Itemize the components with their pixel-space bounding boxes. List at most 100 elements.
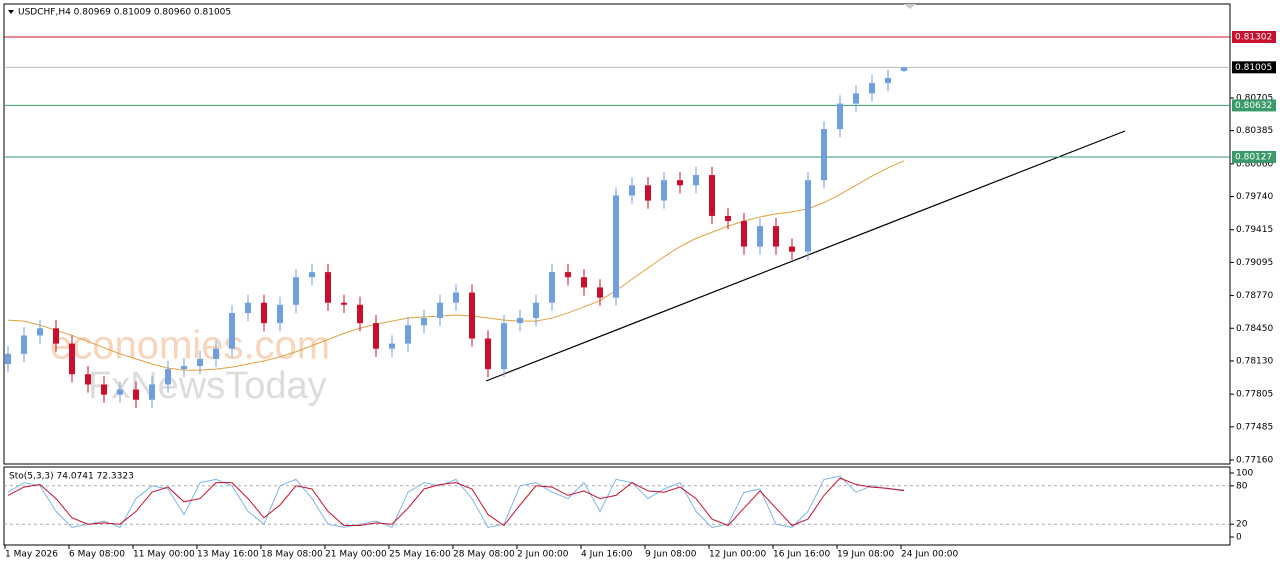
candle-body <box>373 323 379 349</box>
y-tick-label: 0.80385 <box>1236 126 1273 136</box>
x-tick-label: 19 Jun 08:00 <box>837 550 894 560</box>
candle-body <box>805 180 811 252</box>
candle-body <box>101 384 107 395</box>
y-tick-label: 0.80705 <box>1236 93 1273 103</box>
candle-body <box>597 287 603 298</box>
level-label: 0.81302 <box>1235 32 1272 42</box>
candle-body <box>565 272 571 278</box>
y-tick-label: 0.77485 <box>1236 422 1273 432</box>
candle-body <box>837 103 843 130</box>
candle-body <box>181 366 187 370</box>
candle-body <box>309 272 315 278</box>
x-tick-label: 16 Jun 16:00 <box>773 550 830 560</box>
level-label-box <box>1232 30 1276 43</box>
shift-marker <box>904 4 916 9</box>
level-label-box <box>1232 61 1276 74</box>
candle-body <box>533 302 539 319</box>
x-tick-label: 21 May 00:00 <box>325 550 387 560</box>
x-tick-label: 13 May 16:00 <box>197 550 259 560</box>
x-tick-label: 4 Jun 16:00 <box>581 550 633 560</box>
candle-body <box>885 78 891 84</box>
candle-body <box>165 369 171 385</box>
candle-body <box>277 304 283 324</box>
candle-body <box>453 292 459 303</box>
level-label-box <box>1232 150 1276 163</box>
candle-body <box>773 226 779 247</box>
candle-body <box>37 328 43 336</box>
candle-body <box>133 389 139 400</box>
candle-body <box>325 272 331 303</box>
candle-body <box>53 328 59 344</box>
symbol-menu[interactable] <box>8 10 14 14</box>
candle-body <box>437 302 443 319</box>
candle-body <box>293 277 299 305</box>
candle-body <box>245 302 251 313</box>
candle-body <box>469 292 475 339</box>
candle-body <box>581 277 587 288</box>
x-tick-label: 25 May 16:00 <box>389 550 451 560</box>
candle-body <box>869 83 875 94</box>
candle-body <box>517 318 523 324</box>
level-label: 0.81005 <box>1235 63 1272 73</box>
osc-y-tick-label: 80 <box>1236 481 1248 491</box>
candle-body <box>757 226 763 247</box>
y-tick-label: 0.80060 <box>1236 159 1273 169</box>
candle-body <box>549 272 555 303</box>
chart-title: USDCHF,H4 0.80969 0.81009 0.80960 0.8100… <box>18 8 231 18</box>
x-tick-label: 18 May 08:00 <box>261 550 323 560</box>
watermark: FxNewsToday <box>88 365 327 407</box>
candle-body <box>485 338 491 370</box>
x-tick-label: 2 Jun 00:00 <box>517 550 569 560</box>
candle-body <box>229 312 235 349</box>
candle-body <box>421 318 427 326</box>
candle-body <box>725 215 731 222</box>
candle-body <box>853 93 859 104</box>
candle-body <box>213 348 219 359</box>
x-tick-label: 9 Jun 08:00 <box>645 550 697 560</box>
candle-body <box>261 302 267 324</box>
x-tick-label: 6 May 08:00 <box>69 550 125 560</box>
candle-body <box>821 129 827 181</box>
y-tick-label: 0.79095 <box>1236 258 1273 268</box>
candle-body <box>789 246 795 252</box>
x-tick-label: 11 May 00:00 <box>133 550 195 560</box>
candle-body <box>901 67 907 71</box>
watermark: economies.com <box>50 324 330 368</box>
x-tick-label: 28 May 08:00 <box>453 550 515 560</box>
y-tick-label: 0.78130 <box>1236 356 1273 366</box>
y-tick-label: 0.78770 <box>1236 291 1273 301</box>
candle-body <box>85 374 91 385</box>
candle-body <box>693 175 699 186</box>
y-tick-label: 0.78450 <box>1236 324 1273 334</box>
level-label: 0.80632 <box>1235 101 1272 111</box>
candle-body <box>709 175 715 216</box>
candle-body <box>501 323 507 370</box>
candle-body <box>645 185 651 201</box>
y-tick-label: 0.79415 <box>1236 225 1273 235</box>
oscillator-line <box>7 477 905 527</box>
level-label-box <box>1232 99 1276 112</box>
candle-body <box>197 358 203 367</box>
candle-body <box>661 180 667 201</box>
y-tick-label: 0.77805 <box>1236 390 1273 400</box>
level-label: 0.80127 <box>1235 152 1272 162</box>
candle-body <box>21 335 27 354</box>
oscillator-title: Sto(5,3,3) 74.0741 72.3323 <box>9 472 134 482</box>
candle-body <box>613 195 619 298</box>
x-tick-label: 24 Jun 00:00 <box>901 550 958 560</box>
candle-body <box>5 353 11 365</box>
osc-y-tick-label: 100 <box>1236 469 1253 479</box>
trend-line[interactable] <box>485 130 1126 382</box>
candle-body <box>117 389 123 395</box>
oscillator-line <box>7 475 905 529</box>
osc-y-tick-label: 0 <box>1236 533 1242 543</box>
candle-body <box>389 343 395 349</box>
y-tick-label: 0.77160 <box>1236 456 1273 466</box>
candle-body <box>741 221 747 247</box>
candle-body <box>341 302 347 305</box>
candle-body <box>405 325 411 344</box>
candle-body <box>357 304 363 324</box>
candle-body <box>629 185 635 196</box>
